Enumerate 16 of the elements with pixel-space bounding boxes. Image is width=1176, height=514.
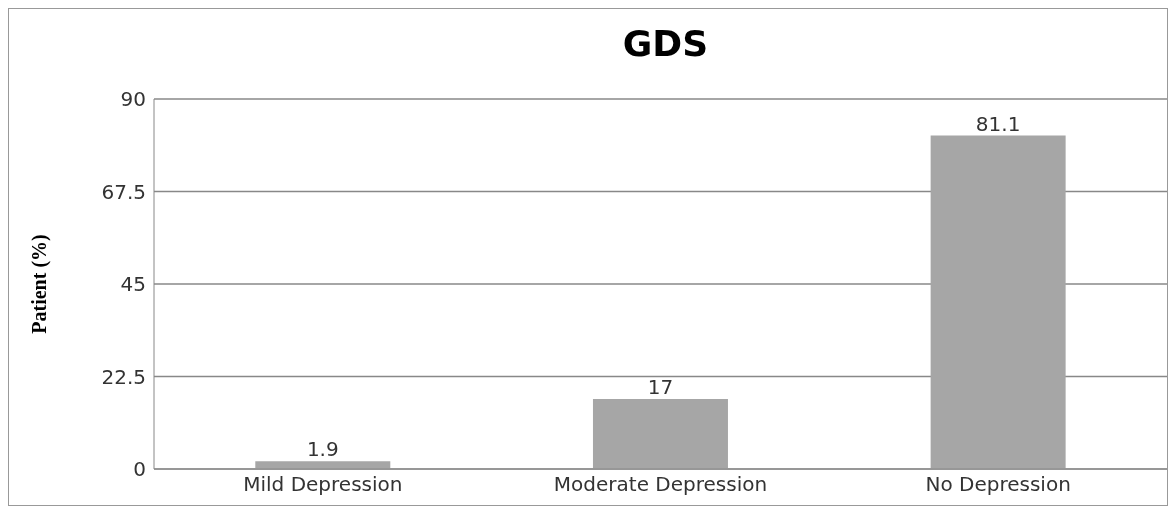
chart-title: GDS <box>621 23 710 64</box>
y-tick-label: 22.5 <box>101 364 146 389</box>
data-label: 17 <box>647 375 674 400</box>
y-tick-label: 0 <box>133 457 146 482</box>
y-tick-label: 67.5 <box>101 179 146 204</box>
data-label: 81.1 <box>975 111 1021 136</box>
x-tick-label: Mild Depression <box>243 472 403 497</box>
bar <box>930 135 1066 469</box>
bar <box>592 399 728 469</box>
y-axis-title: Patient (%) <box>28 234 52 334</box>
y-tick-label: 90 <box>120 87 146 112</box>
y-tick-label: 45 <box>120 272 146 297</box>
data-label: 1.9 <box>306 437 339 462</box>
x-tick-label: No Depression <box>925 472 1071 497</box>
bar <box>255 461 391 469</box>
x-tick-label: Moderate Depression <box>553 472 768 497</box>
